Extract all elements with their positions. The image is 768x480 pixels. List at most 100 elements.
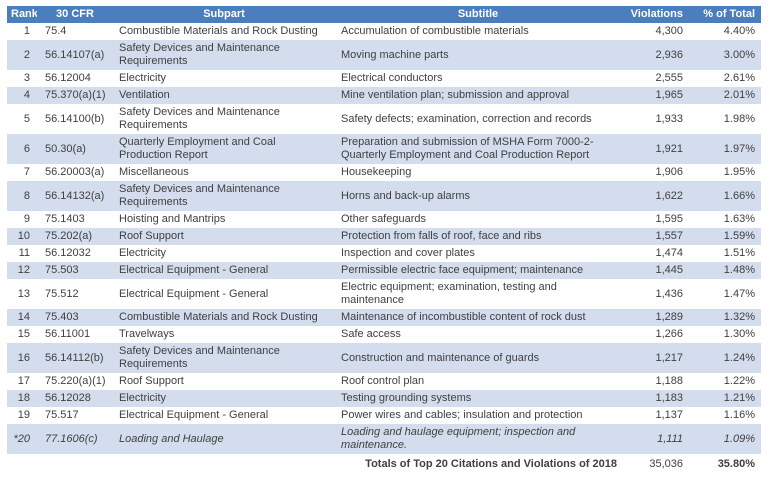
cfr-cell: 56.14112(b)	[37, 343, 113, 373]
rank-cell: 19	[17, 409, 30, 421]
rank-cell: *20	[7, 424, 37, 454]
rank-cell: 5	[23, 112, 30, 125]
table-row: 4 75.370(a)(1) Ventilation Mine ventilat…	[7, 87, 761, 104]
violations-cell: 1,595	[655, 213, 683, 225]
pct-cell: 2.01%	[691, 87, 761, 104]
rank-cell: 15	[17, 328, 30, 340]
rank-cell: 3	[23, 72, 30, 84]
pct-cell: 1.63%	[723, 213, 755, 225]
violations-cell: 1,183	[621, 390, 691, 407]
subpart-cell: Quarterly Employment and Coal Production…	[113, 134, 335, 164]
violations-cell: 1,906	[655, 166, 683, 178]
subpart-cell: Safety Devices and Maintenance Requireme…	[119, 106, 280, 131]
cfr-cell: 75.512	[45, 287, 79, 300]
rank-cell: 12	[7, 262, 37, 279]
subpart-cell: Safety Devices and Maintenance Requireme…	[113, 181, 335, 211]
subpart-cell: Electricity	[113, 390, 335, 407]
table-row: 3 56.12004 Electricity Electrical conduc…	[7, 70, 761, 87]
violations-cell: 2,936	[621, 40, 691, 70]
pct-cell: 1.59%	[691, 228, 761, 245]
rank-cell: 2	[7, 40, 37, 70]
rank-cell: 10	[7, 228, 37, 245]
subpart-cell: Hoisting and Mantrips	[119, 213, 226, 225]
subtitle-cell: Moving machine parts	[335, 40, 621, 70]
cfr-cell: 56.12004	[45, 72, 91, 84]
cfr-cell: 77.1606(c)	[37, 424, 113, 454]
column-header-violations: Violations	[621, 6, 691, 23]
cfr-cell: 75.202(a)	[37, 228, 113, 245]
violations-cell: 2,555	[655, 72, 683, 84]
rank-cell: 11	[18, 247, 30, 259]
cfr-cell: 75.503	[37, 262, 113, 279]
table-row: 11 56.12032 Electricity Inspection and c…	[7, 245, 761, 262]
table-row: 5 56.14100(b) Safety Devices and Mainten…	[7, 104, 761, 134]
rank-cell: 13	[17, 287, 30, 300]
pct-cell: 1.95%	[723, 166, 755, 178]
rank-cell: 1	[23, 25, 30, 37]
subpart-cell: Roof Support	[113, 228, 335, 245]
subpart-cell: Electrical Equipment - General	[113, 262, 335, 279]
table-row: 19 75.517 Electrical Equipment - General…	[7, 407, 761, 424]
cfr-cell: 75.4	[45, 25, 67, 37]
violations-cell: 1,445	[621, 262, 691, 279]
subtitle-cell: Testing grounding systems	[335, 390, 621, 407]
table-row: 1 75.4 Combustible Materials and Rock Du…	[7, 23, 761, 40]
rank-cell: 14	[7, 309, 37, 326]
subtitle-cell: Permissible electric face equipment; mai…	[335, 262, 621, 279]
table-row: 18 56.12028 Electricity Testing groundin…	[7, 390, 761, 407]
subpart-cell: Electrical Equipment - General	[119, 409, 269, 421]
table-header: Rank 30 CFR Subpart Subtitle Violations …	[7, 6, 761, 23]
rank-cell: 4	[7, 87, 37, 104]
pct-cell: 1.98%	[723, 112, 755, 125]
pct-cell: 4.40%	[723, 25, 755, 37]
subtitle-cell: Other safeguards	[341, 213, 426, 225]
cfr-cell: 56.12032	[45, 247, 91, 259]
pct-cell: 1.32%	[691, 309, 761, 326]
table-row: 6 50.30(a) Quarterly Employment and Coal…	[7, 134, 761, 164]
violations-cell: 4,300	[655, 25, 683, 37]
table-row: 15 56.11001 Travelways Safe access 1,266…	[7, 326, 761, 343]
table-row: 13 75.512 Electrical Equipment - General…	[7, 279, 761, 309]
violations-cell: 1,557	[621, 228, 691, 245]
rank-cell: 17	[17, 375, 30, 387]
table-body: 1 75.4 Combustible Materials and Rock Du…	[7, 23, 761, 454]
violations-cell: 1,111	[621, 424, 691, 454]
table-row: *20 77.1606(c) Loading and Haulage Loadi…	[7, 424, 761, 454]
violations-cell: 1,965	[621, 87, 691, 104]
violations-cell: 1,289	[621, 309, 691, 326]
subtitle-cell: Preparation and submission of MSHA Form …	[335, 134, 621, 164]
table-row: 12 75.503 Electrical Equipment - General…	[7, 262, 761, 279]
violations-cell: 1,921	[621, 134, 691, 164]
subtitle-cell: Roof control plan	[341, 375, 425, 387]
violations-cell: 1,622	[621, 181, 691, 211]
subpart-cell: Safety Devices and Maintenance Requireme…	[113, 40, 335, 70]
rank-cell: 16	[7, 343, 37, 373]
cfr-cell: 56.11001	[45, 328, 91, 340]
subtitle-cell: Safe access	[341, 328, 401, 340]
rank-cell: 8	[7, 181, 37, 211]
rank-cell: 6	[7, 134, 37, 164]
subtitle-cell: Accumulation of combustible materials	[341, 25, 529, 37]
subtitle-cell: Horns and back-up alarms	[335, 181, 621, 211]
pct-cell: 1.47%	[723, 287, 755, 300]
violations-cell: 1,188	[655, 375, 683, 387]
column-header-subpart: Subpart	[113, 6, 335, 23]
totals-pct-value: 35.80%	[691, 454, 761, 474]
cfr-cell: 56.12028	[37, 390, 113, 407]
subpart-cell: Travelways	[119, 328, 175, 340]
pct-cell: 1.24%	[691, 343, 761, 373]
subtitle-cell: Safety defects; examination, correction …	[341, 112, 592, 125]
table-row: 2 56.14107(a) Safety Devices and Mainten…	[7, 40, 761, 70]
pct-cell: 1.22%	[723, 375, 755, 387]
pct-cell: 3.00%	[691, 40, 761, 70]
pct-cell: 1.21%	[691, 390, 761, 407]
cfr-cell: 56.20003(a)	[45, 166, 105, 178]
cfr-cell: 75.220(a)(1)	[45, 375, 106, 387]
table-footer: Totals of Top 20 Citations and Violation…	[7, 454, 761, 474]
citations-table: Rank 30 CFR Subpart Subtitle Violations …	[7, 6, 761, 474]
subtitle-cell: Housekeeping	[341, 166, 412, 178]
totals-label: Totals of Top 20 Citations and Violation…	[7, 454, 621, 474]
subtitle-cell: Inspection and cover plates	[341, 247, 475, 259]
pct-cell: 1.51%	[723, 247, 755, 259]
table-row: 7 56.20003(a) Miscellaneous Housekeeping…	[7, 164, 761, 181]
